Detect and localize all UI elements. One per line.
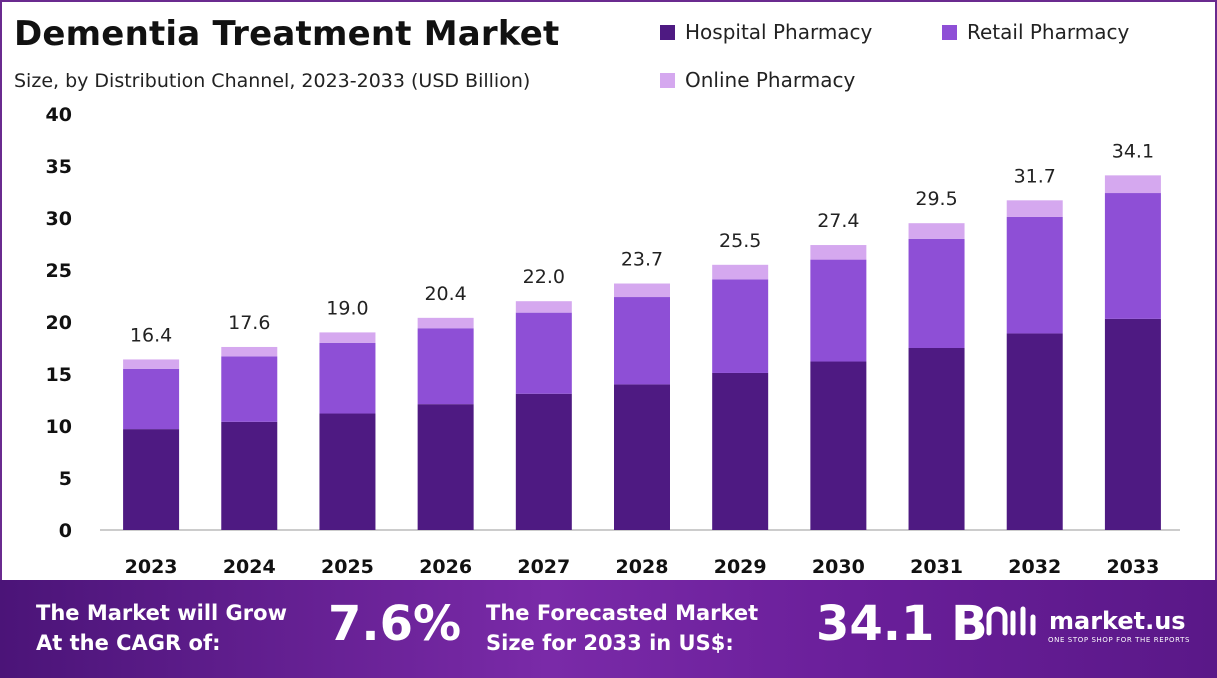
x-tick-label: 2033 <box>1106 556 1159 578</box>
x-tick-label: 2028 <box>616 556 669 578</box>
bar-total-label: 17.6 <box>228 312 270 334</box>
bar-segment-retail <box>810 259 867 362</box>
bar-segment-online <box>123 359 180 369</box>
bar-total-label: 20.4 <box>424 283 466 305</box>
bar-segment-retail <box>417 328 474 405</box>
bar-segment-retail <box>1006 216 1063 334</box>
bar-segment-retail <box>908 238 965 348</box>
bar-total-label: 22.0 <box>523 266 565 288</box>
bar-segment-hospital <box>614 384 670 530</box>
legend-item-hospital: Hospital Pharmacy <box>660 20 872 44</box>
y-tick-label: 15 <box>46 364 72 386</box>
bar-segment-online <box>1104 175 1161 194</box>
cagr-value: 7.6% <box>328 596 462 652</box>
bar-segment-online <box>515 301 572 313</box>
forecast-caption-line1: The Forecasted Market <box>486 601 759 625</box>
bar-segment-online <box>417 317 474 329</box>
forecast-value: 34.1 B <box>816 596 988 652</box>
bar-segment-online <box>614 283 670 298</box>
legend-label-retail: Retail Pharmacy <box>967 20 1130 44</box>
bar-segment-hospital <box>1104 318 1161 530</box>
x-tick-label: 2024 <box>223 556 276 578</box>
bar-segment-hospital <box>319 413 376 530</box>
legend-label-hospital: Hospital Pharmacy <box>685 20 873 44</box>
y-tick-label: 20 <box>46 312 72 334</box>
x-tick-label: 2023 <box>125 556 178 578</box>
market-us-logo-icon <box>986 606 1036 636</box>
bar-total-label: 29.5 <box>915 188 957 210</box>
x-tick-label: 2029 <box>714 556 767 578</box>
cagr-caption: The Market will Grow At the CAGR of: <box>36 598 287 658</box>
bar-segment-online <box>319 332 376 343</box>
x-tick-label: 2030 <box>812 556 865 578</box>
x-tick-label: 2026 <box>419 556 472 578</box>
forecast-caption: The Forecasted Market Size for 2033 in U… <box>486 598 758 658</box>
cagr-caption-line1: The Market will Grow <box>36 601 287 625</box>
bar-segment-hospital <box>515 393 572 530</box>
y-tick-label: 35 <box>46 156 72 178</box>
bar-segment-hospital <box>417 404 474 530</box>
bar-segment-hospital <box>810 361 867 530</box>
legend-label-online: Online Pharmacy <box>685 68 856 92</box>
y-tick-label: 25 <box>46 260 72 282</box>
x-tick-label: 2032 <box>1008 556 1061 578</box>
bar-total-label: 25.5 <box>719 230 761 252</box>
y-tick-label: 10 <box>46 416 72 438</box>
bar-segment-online <box>908 223 965 239</box>
bar-segment-online <box>712 264 769 280</box>
brand-tagline: ONE STOP SHOP FOR THE REPORTS <box>1048 636 1191 644</box>
bar-segment-retail <box>515 312 572 394</box>
bar-segment-hospital <box>908 348 965 530</box>
y-tick-label: 40 <box>46 104 72 126</box>
bar-segment-retail <box>712 279 769 373</box>
bar-segment-retail <box>614 297 670 385</box>
y-tick-label: 5 <box>59 468 72 490</box>
forecast-caption-line2: Size for 2033 in US$: <box>486 631 734 655</box>
bar-chart: 051015202530354016.4202317.6202419.02025… <box>46 104 1180 578</box>
bar-total-label: 31.7 <box>1014 165 1056 187</box>
bar-total-label: 19.0 <box>326 297 368 319</box>
bar-segment-hospital <box>1006 333 1063 530</box>
bar-total-label: 27.4 <box>817 210 859 232</box>
x-tick-label: 2031 <box>910 556 963 578</box>
bar-segment-online <box>810 245 867 260</box>
cagr-caption-line2: At the CAGR of: <box>36 631 221 655</box>
y-tick-label: 30 <box>46 208 72 230</box>
bar-segment-hospital <box>123 429 180 530</box>
y-tick-label: 0 <box>59 520 72 542</box>
bar-total-label: 34.1 <box>1112 140 1154 162</box>
legend-swatch-hospital <box>660 24 675 40</box>
x-tick-label: 2025 <box>321 556 374 578</box>
legend-item-online: Online Pharmacy <box>660 68 855 92</box>
chart-subtitle: Size, by Distribution Channel, 2023-2033… <box>14 70 531 92</box>
bar-segment-retail <box>1104 193 1161 319</box>
bar-segment-hospital <box>221 421 278 530</box>
legend-swatch-retail <box>942 24 957 40</box>
legend-item-retail: Retail Pharmacy <box>942 20 1129 44</box>
brand-name: market.us <box>1049 607 1186 635</box>
bar-total-label: 16.4 <box>130 324 172 346</box>
bar-segment-retail <box>319 342 376 414</box>
bar-segment-retail <box>221 356 278 422</box>
bar-segment-online <box>1006 200 1063 217</box>
bar-segment-hospital <box>712 372 769 530</box>
legend-swatch-online <box>660 72 675 88</box>
x-tick-label: 2027 <box>517 556 570 578</box>
bar-segment-retail <box>123 368 180 430</box>
chart-title: Dementia Treatment Market <box>14 14 560 54</box>
brand-logo[interactable]: market.us <box>985 603 1186 639</box>
bar-total-label: 23.7 <box>621 249 663 271</box>
bar-segment-online <box>221 346 278 357</box>
